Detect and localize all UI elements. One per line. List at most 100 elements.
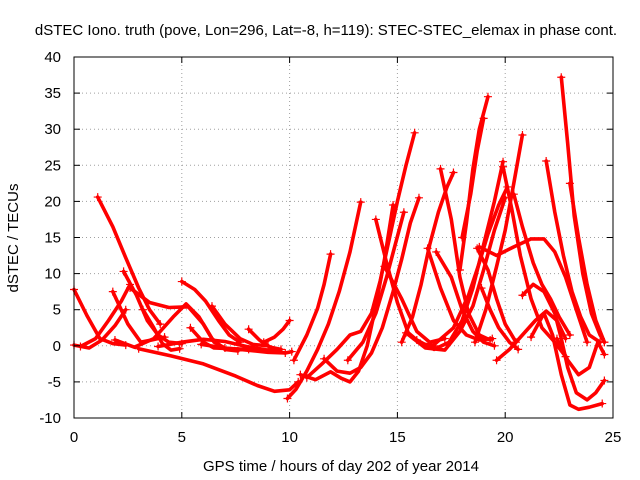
plus-marker	[93, 193, 102, 202]
plus-marker	[126, 284, 135, 293]
plus-marker	[455, 265, 464, 274]
series-arc-09	[138, 305, 184, 353]
x-tick-label: 5	[178, 429, 186, 446]
x-tick-label: 15	[389, 429, 406, 446]
plus-marker	[436, 164, 445, 173]
series-line	[434, 250, 497, 348]
y-tick-label: -10	[39, 410, 61, 427]
series-line	[568, 181, 607, 344]
plus-marker	[276, 345, 285, 354]
plus-marker	[108, 287, 117, 296]
series-line	[72, 287, 128, 347]
plus-marker	[583, 338, 592, 347]
series-arc-46	[565, 179, 609, 347]
plus-marker	[557, 73, 566, 82]
series-line	[399, 170, 456, 344]
series-line	[475, 246, 518, 344]
plus-marker	[423, 244, 432, 253]
plus-marker	[380, 262, 389, 271]
plus-marker	[565, 330, 574, 339]
series-line	[136, 346, 300, 394]
plus-marker	[499, 162, 508, 171]
series-line	[382, 264, 447, 344]
plus-marker	[138, 305, 147, 314]
series-line	[156, 337, 288, 355]
series-arc-13	[197, 340, 296, 356]
series-line	[438, 167, 492, 342]
plus-marker	[483, 92, 492, 101]
plus-marker	[244, 325, 253, 334]
plus-marker	[479, 114, 488, 123]
series-line	[285, 200, 363, 401]
series-line	[430, 185, 510, 349]
series-line	[111, 289, 167, 344]
plus-marker	[518, 291, 527, 300]
series-arc-21	[302, 128, 419, 382]
series-arc-43	[527, 311, 607, 412]
series-arc-23	[343, 208, 408, 365]
plus-marker	[518, 130, 527, 139]
plus-marker	[302, 373, 311, 382]
series-arc-35	[471, 130, 527, 347]
series-line	[292, 252, 333, 362]
series-line	[559, 75, 607, 344]
series-arc-30	[432, 247, 499, 350]
data-series	[70, 73, 609, 412]
y-tick-label: 5	[53, 302, 61, 319]
series-line	[460, 116, 486, 240]
series-arc-04	[93, 193, 165, 329]
series-arc-11	[177, 277, 245, 347]
plus-marker	[449, 168, 458, 177]
series-line	[473, 133, 525, 344]
plus-marker	[552, 334, 561, 343]
plus-marker	[514, 345, 523, 354]
plus-marker	[600, 338, 609, 347]
plus-marker	[527, 333, 536, 342]
series-arc-41	[509, 190, 574, 339]
plus-marker	[287, 347, 296, 356]
plus-marker	[600, 376, 609, 385]
plus-marker	[296, 370, 305, 379]
series-arc-34	[458, 114, 488, 242]
plus-marker	[177, 277, 186, 286]
plus-marker	[371, 215, 380, 224]
plus-marker	[76, 342, 85, 351]
series-line	[78, 282, 132, 349]
chart-title: dSTEC Iono. truth (pove, Lon=296, Lat=-8…	[35, 22, 617, 39]
series-arc-45	[557, 73, 609, 347]
plot-frame	[73, 56, 614, 419]
plus-marker	[412, 336, 421, 345]
x-axis-label: GPS time / hours of day 202 of year 2014	[203, 458, 479, 475]
x-tick-label: 10	[281, 429, 298, 446]
plus-marker	[397, 338, 406, 347]
plus-marker	[259, 338, 268, 347]
series-arc-19	[289, 250, 335, 365]
series-line	[95, 195, 162, 326]
plus-marker	[110, 336, 119, 345]
plus-marker	[156, 320, 165, 329]
plus-marker	[154, 342, 163, 351]
plus-marker	[432, 247, 441, 256]
plus-marker	[356, 198, 365, 207]
plus-marker	[600, 350, 609, 359]
plus-marker	[414, 193, 423, 202]
plus-marker	[207, 302, 216, 311]
x-tick-label: 25	[605, 429, 622, 446]
x-tick-label: 20	[497, 429, 514, 446]
plus-marker	[565, 179, 574, 188]
plus-marker	[134, 344, 143, 353]
series-arc-22	[320, 193, 423, 375]
plus-marker	[343, 356, 352, 365]
series-line	[555, 336, 607, 377]
series-line	[199, 342, 294, 355]
series-arc-26	[397, 168, 458, 347]
plus-marker	[186, 323, 195, 332]
y-tick-label: 20	[44, 193, 61, 210]
series-line	[210, 304, 270, 348]
plus-marker	[119, 267, 128, 276]
plus-marker	[471, 338, 480, 347]
plus-marker	[289, 356, 298, 365]
plus-marker	[542, 156, 551, 165]
y-tick-label: 35	[44, 85, 61, 102]
